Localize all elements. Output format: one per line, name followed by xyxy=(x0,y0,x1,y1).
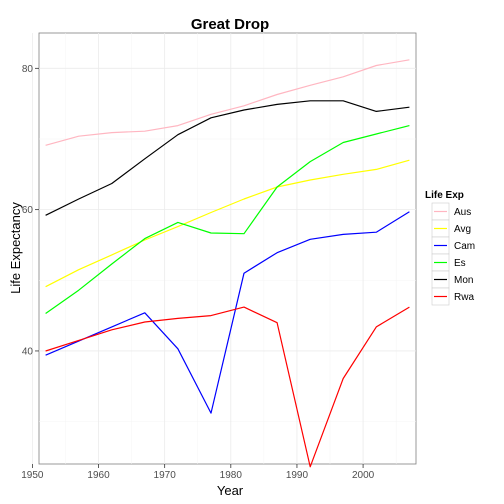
x-axis-title: Year xyxy=(217,483,244,498)
grid-lines xyxy=(31,33,416,464)
legend-label: Rwa xyxy=(454,292,474,303)
x-tick-label: 1970 xyxy=(154,470,177,481)
legend: Life Exp Aus Avg Cam Es Mon Rwa xyxy=(425,190,475,306)
x-tick-label: 1990 xyxy=(286,470,309,481)
series-line-cam xyxy=(45,211,410,414)
y-tick-label: 60 xyxy=(22,205,34,216)
legend-item-aus: Aus xyxy=(431,202,471,221)
x-axis: 1950 1960 1970 1980 1990 2000 xyxy=(21,464,375,481)
y-tick-label: 40 xyxy=(22,346,34,357)
plot-panel xyxy=(38,32,417,465)
legend-title: Life Exp xyxy=(425,190,464,201)
series-line-avg xyxy=(45,159,410,288)
x-tick-label: 1980 xyxy=(220,470,243,481)
series-line-es xyxy=(45,125,410,314)
y-axis: 40 60 80 xyxy=(22,64,39,357)
x-tick-label: 2000 xyxy=(352,470,375,481)
legend-label: Avg xyxy=(454,224,471,235)
legend-item-cam: Cam xyxy=(431,236,475,255)
chart-title: Great Drop xyxy=(191,16,269,33)
series-line-rwa xyxy=(45,306,410,468)
legend-item-rwa: Rwa xyxy=(431,287,474,306)
legend-label: Mon xyxy=(454,275,473,286)
legend-item-es: Es xyxy=(431,253,466,272)
x-tick-label: 1960 xyxy=(87,470,110,481)
legend-item-avg: Avg xyxy=(431,219,471,238)
series-lines xyxy=(45,59,410,468)
legend-label: Es xyxy=(454,258,466,269)
series-line-mon xyxy=(45,100,410,216)
legend-label: Cam xyxy=(454,241,475,252)
x-tick-label: 1950 xyxy=(21,470,44,481)
y-tick-label: 80 xyxy=(22,64,34,75)
legend-label: Aus xyxy=(454,207,471,218)
y-axis-title: Life Expectancy xyxy=(8,202,23,294)
series-line-aus xyxy=(45,59,410,146)
legend-item-mon: Mon xyxy=(431,270,473,289)
